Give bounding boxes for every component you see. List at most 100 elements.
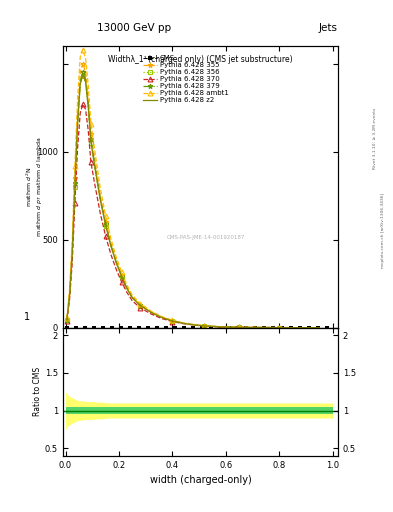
Pythia 6.428 379 <box>88 136 93 142</box>
Pythia 6.428 379 <box>250 325 255 331</box>
Pythia 6.428 z2 <box>98 197 103 203</box>
Line: Pythia 6.428 379: Pythia 6.428 379 <box>64 69 322 330</box>
Pythia 6.428 ambt1 <box>114 254 119 260</box>
Pythia 6.428 ambt1 <box>130 292 135 298</box>
Pythia 6.428 355 <box>70 245 75 251</box>
Line: Pythia 6.428 355: Pythia 6.428 355 <box>64 61 322 330</box>
Pythia 6.428 379 <box>181 320 185 326</box>
Pythia 6.428 356 <box>213 324 217 330</box>
Pythia 6.428 ambt1 <box>83 55 88 61</box>
CMS <box>316 325 321 331</box>
Pythia 6.428 370 <box>250 325 255 331</box>
Pythia 6.428 370 <box>119 279 124 285</box>
CMS <box>289 325 294 331</box>
Pythia 6.428 ambt1 <box>86 82 91 88</box>
Pythia 6.428 z2 <box>138 303 143 309</box>
Line: Pythia 6.428 356: Pythia 6.428 356 <box>64 74 322 330</box>
CMS <box>208 325 213 331</box>
Pythia 6.428 355 <box>224 324 228 330</box>
Pythia 6.428 370 <box>297 325 301 331</box>
Pythia 6.428 370 <box>264 325 268 331</box>
Y-axis label: Ratio to CMS: Ratio to CMS <box>33 367 42 416</box>
Pythia 6.428 356 <box>191 322 196 328</box>
Pythia 6.428 355 <box>250 324 255 330</box>
Pythia 6.428 370 <box>277 325 281 331</box>
Pythia 6.428 z2 <box>75 121 80 127</box>
Pythia 6.428 370 <box>181 321 185 327</box>
Pythia 6.428 ambt1 <box>64 315 69 321</box>
Pythia 6.428 379 <box>130 294 135 301</box>
Pythia 6.428 355 <box>170 317 175 324</box>
Pythia 6.428 379 <box>93 163 97 169</box>
Pythia 6.428 356 <box>224 324 228 330</box>
CMS <box>217 325 222 331</box>
Pythia 6.428 379 <box>317 325 321 331</box>
Line: CMS: CMS <box>65 326 329 329</box>
Pythia 6.428 356 <box>277 325 281 331</box>
Pythia 6.428 379 <box>81 69 85 75</box>
CMS <box>127 325 132 331</box>
Pythia 6.428 370 <box>125 289 129 295</box>
Pythia 6.428 355 <box>64 316 69 322</box>
Pythia 6.428 355 <box>67 289 72 295</box>
CMS <box>253 325 258 331</box>
Pythia 6.428 370 <box>237 324 242 330</box>
Pythia 6.428 z2 <box>125 286 129 292</box>
Pythia 6.428 z2 <box>88 138 93 144</box>
Pythia 6.428 z2 <box>70 250 75 256</box>
Pythia 6.428 355 <box>130 294 135 300</box>
Pythia 6.428 ambt1 <box>264 325 268 331</box>
CMS <box>280 325 285 331</box>
Pythia 6.428 ambt1 <box>250 324 255 330</box>
Pythia 6.428 356 <box>250 325 255 331</box>
Pythia 6.428 ambt1 <box>103 213 108 219</box>
Pythia 6.428 370 <box>75 145 80 151</box>
Pythia 6.428 379 <box>213 324 217 330</box>
Pythia 6.428 z2 <box>159 314 164 321</box>
CMS <box>92 325 96 331</box>
Pythia 6.428 z2 <box>93 165 97 171</box>
Pythia 6.428 ambt1 <box>202 323 207 329</box>
Pythia 6.428 370 <box>317 325 321 331</box>
Pythia 6.428 370 <box>130 298 135 304</box>
CMS <box>154 325 159 331</box>
Pythia 6.428 355 <box>93 157 97 163</box>
Pythia 6.428 379 <box>277 325 281 331</box>
Pythia 6.428 ambt1 <box>159 313 164 319</box>
Pythia 6.428 ambt1 <box>237 324 242 330</box>
Pythia 6.428 356 <box>159 314 164 321</box>
X-axis label: width (charged-only): width (charged-only) <box>150 475 251 485</box>
Pythia 6.428 ambt1 <box>67 286 72 292</box>
Pythia 6.428 356 <box>70 251 75 257</box>
Pythia 6.428 379 <box>224 324 228 330</box>
Pythia 6.428 355 <box>159 314 164 320</box>
Pythia 6.428 379 <box>78 78 83 84</box>
Pythia 6.428 355 <box>88 131 93 137</box>
Pythia 6.428 ambt1 <box>224 324 228 330</box>
Pythia 6.428 z2 <box>83 79 88 85</box>
Pythia 6.428 370 <box>108 251 113 258</box>
Pythia 6.428 z2 <box>103 222 108 228</box>
Y-axis label: mathrm $d^2$N
 mathrm $d$ $p_T$ mathrm $d$ lambda: mathrm $d^2$N mathrm $d$ $p_T$ mathrm $d… <box>24 136 44 238</box>
CMS <box>181 325 186 331</box>
Pythia 6.428 356 <box>125 286 129 292</box>
Pythia 6.428 370 <box>73 200 77 206</box>
Pythia 6.428 356 <box>130 295 135 301</box>
Pythia 6.428 355 <box>149 309 153 315</box>
Pythia 6.428 z2 <box>81 72 85 78</box>
Pythia 6.428 356 <box>108 244 113 250</box>
Pythia 6.428 379 <box>119 273 124 279</box>
CMS <box>190 325 195 331</box>
CMS <box>199 325 204 331</box>
Pythia 6.428 356 <box>83 80 88 86</box>
CMS <box>118 325 123 331</box>
Pythia 6.428 356 <box>73 184 77 190</box>
Pythia 6.428 ambt1 <box>138 301 143 307</box>
Pythia 6.428 356 <box>237 324 242 330</box>
Pythia 6.428 356 <box>86 104 91 111</box>
Pythia 6.428 370 <box>138 305 143 311</box>
Pythia 6.428 370 <box>64 317 69 324</box>
Pythia 6.428 z2 <box>67 292 72 298</box>
Pythia 6.428 ambt1 <box>170 317 175 324</box>
CMS <box>83 325 87 331</box>
